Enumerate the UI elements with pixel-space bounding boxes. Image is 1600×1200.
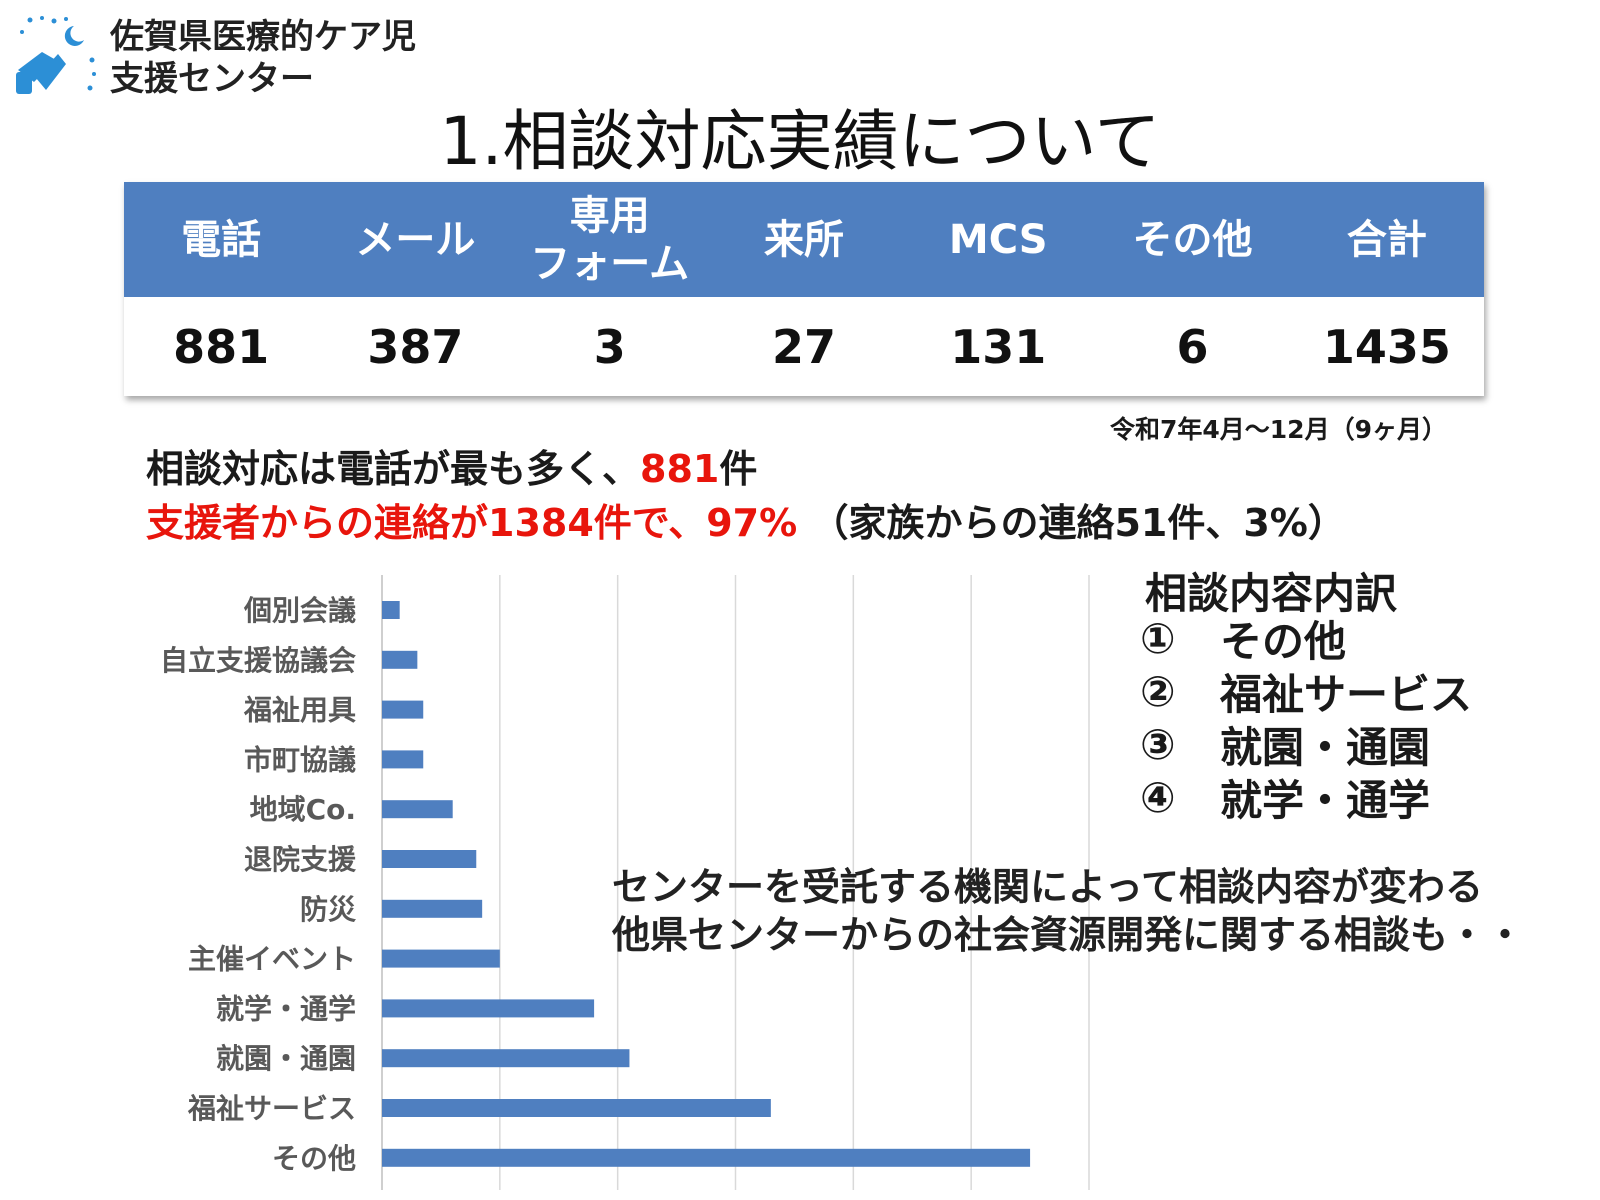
value-dedicated-form: 3 — [593, 319, 626, 374]
category-label: 就学・通学 — [216, 992, 356, 1025]
list-item-number: ④ — [1140, 773, 1176, 822]
value-visit: 27 — [771, 319, 836, 374]
list-item: ② 福祉サービス — [1140, 665, 1472, 719]
organization-name: 佐賀県医療的ケア児 支援センター — [110, 16, 416, 100]
header-dedicated-form: 専用 フォーム — [530, 192, 690, 287]
list-item-label: 福祉サービス — [1220, 670, 1473, 719]
header-mcs: MCS — [948, 216, 1048, 263]
category-label: 防災 — [300, 893, 357, 926]
list-item: ③ 就園・通園 — [1140, 718, 1472, 772]
list-item-number: ③ — [1140, 720, 1176, 769]
list-item: ④ 就学・通学 — [1140, 771, 1472, 825]
bar — [382, 949, 500, 968]
bar — [382, 1049, 630, 1068]
header-phone: 電話 — [181, 216, 262, 263]
list-item: ① その他 — [1140, 612, 1472, 666]
category-label: その他 — [272, 1142, 356, 1175]
remark-line-1: センターを受託する機関によって相談内容が変わる — [612, 865, 1483, 909]
bar — [382, 601, 400, 619]
bar — [382, 700, 424, 719]
category-label: 福祉用具 — [243, 694, 356, 727]
bar — [382, 1099, 771, 1117]
bar — [382, 999, 595, 1018]
page-title: 1.相談対応実績について — [439, 103, 1161, 180]
category-label: 個別会議 — [243, 594, 356, 627]
bar — [382, 750, 424, 769]
bar — [382, 899, 483, 918]
period-label: 令和7年4月～12月（9ヶ月） — [1110, 415, 1447, 444]
note2-rest: （家族からの連絡51件、3%） — [810, 501, 1346, 545]
org-name-line1: 佐賀県医療的ケア児 — [110, 17, 416, 57]
category-label: 退院支援 — [244, 843, 357, 876]
list-item-label: 就学・通学 — [1220, 776, 1431, 825]
category-label: 市町協議 — [244, 743, 356, 776]
header-visit: 来所 — [763, 216, 844, 263]
header-mail: メール — [355, 216, 476, 263]
list-item-number: ① — [1140, 614, 1176, 663]
bar — [382, 650, 418, 669]
category-label: 自立支援協議会 — [160, 644, 356, 677]
bar — [382, 1148, 1031, 1167]
remark-line-2: 他県センターからの社会資源開発に関する相談も・・ — [612, 913, 1525, 957]
list-item-label: その他 — [1220, 617, 1347, 666]
note1-highlight: 881 — [640, 447, 720, 491]
header-other: その他 — [1132, 216, 1253, 263]
consultation-count-table: 電話 メール 専用 フォーム 来所 MCS その他 合計 881 387 3 2… — [124, 182, 1484, 396]
value-other: 6 — [1176, 319, 1209, 374]
content-breakdown-list: ① その他 ② 福祉サービス ③ 就園・通園 ④ 就学・通学 — [1140, 612, 1472, 825]
value-phone: 881 — [173, 319, 270, 374]
value-mcs: 131 — [950, 319, 1047, 374]
note1-prefix: 相談対応は電話が最も多く、 — [146, 447, 641, 491]
note2-highlight: 支援者からの連絡が1384件で、97% — [146, 501, 798, 545]
note1-suffix: 件 — [719, 447, 758, 491]
bar — [382, 850, 477, 868]
category-label: 主催イベント — [188, 943, 356, 976]
value-total: 1435 — [1322, 319, 1451, 374]
org-name-line2: 支援センター — [110, 59, 314, 99]
logo-icon — [16, 16, 96, 94]
table-value-row: 881 387 3 27 131 6 1435 — [124, 297, 1484, 396]
table-header-row: 電話 メール 専用 フォーム 来所 MCS その他 合計 — [124, 182, 1484, 297]
note-line-2: 支援者からの連絡が1384件で、97% （家族からの連絡51件、3%） — [146, 492, 1346, 547]
bar — [382, 800, 453, 819]
note-line-1: 相談対応は電話が最も多く、881件 — [146, 438, 757, 493]
list-item-label: 就園・通園 — [1220, 723, 1431, 772]
category-label: 地域Co. — [250, 793, 356, 826]
legend-title: 相談内容内訳 — [1145, 569, 1398, 618]
category-label: 就園・通園 — [216, 1042, 356, 1075]
header-total: 合計 — [1346, 216, 1427, 263]
category-label: 福祉サービス — [187, 1092, 356, 1125]
list-item-number: ② — [1140, 667, 1176, 716]
value-mail: 387 — [367, 319, 464, 374]
